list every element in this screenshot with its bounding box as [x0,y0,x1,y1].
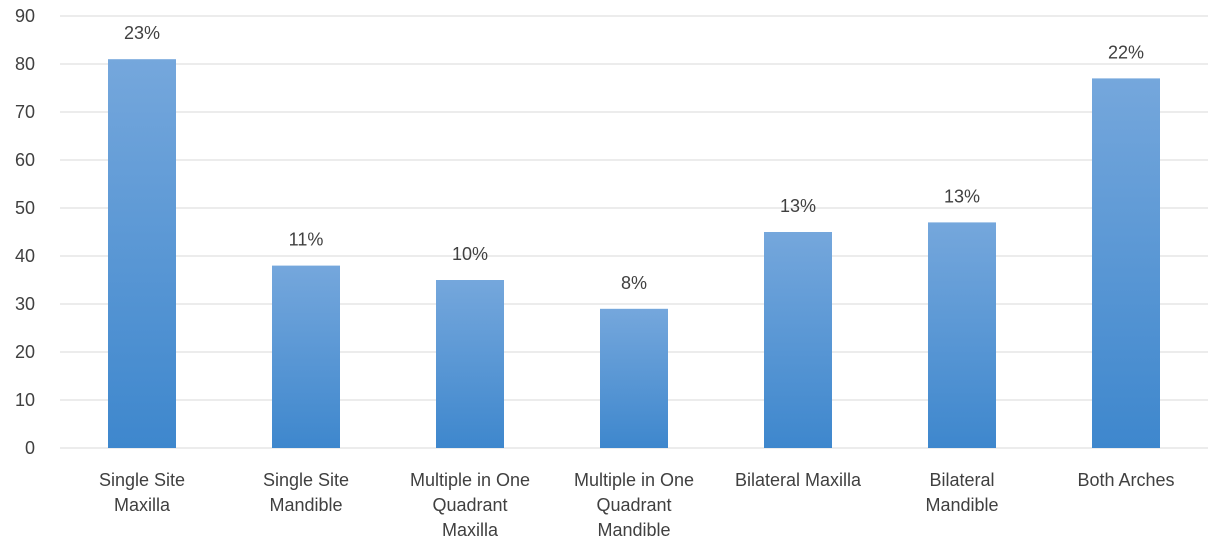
y-tick-label: 60 [15,150,35,170]
category-label: Quadrant [596,495,671,515]
y-tick-label: 0 [25,438,35,458]
bars [108,59,1160,449]
category-label: Mandible [925,495,998,515]
category-label: Mandible [597,520,670,540]
bar [1092,78,1160,449]
bar [600,308,668,448]
category-label: Mandible [269,495,342,515]
data-labels: 23% 11% 10% 8% 13% 13% 22% [124,23,1144,293]
category-label: Maxilla [114,495,171,515]
category-label: Single Site [99,470,185,490]
y-axis-ticks: 0 10 20 30 40 50 60 70 80 90 [15,6,35,458]
bar [272,265,340,448]
category-label: Bilateral Maxilla [735,470,862,490]
bar [764,232,832,448]
bar [436,280,504,448]
category-label: Quadrant [432,495,507,515]
data-label: 23% [124,23,160,43]
category-label: Bilateral [929,470,994,490]
data-label: 11% [289,230,324,250]
data-label: 10% [452,244,488,264]
data-label: 22% [1108,42,1144,62]
bar [108,59,176,448]
y-tick-label: 40 [15,246,35,266]
data-label: 13% [780,196,816,216]
y-tick-label: 80 [15,54,35,74]
data-label: 8% [621,273,647,293]
y-tick-label: 90 [15,6,35,26]
category-label: Multiple in One [574,470,694,490]
data-label: 13% [944,186,980,206]
category-label: Single Site [263,470,349,490]
gridlines [60,15,1208,449]
bar [928,222,996,448]
y-tick-label: 70 [15,102,35,122]
y-tick-label: 50 [15,198,35,218]
category-label: Multiple in One [410,470,530,490]
y-tick-label: 10 [15,390,35,410]
y-tick-label: 20 [15,342,35,362]
category-label: Maxilla [442,520,499,540]
y-tick-label: 30 [15,294,35,314]
category-label: Both Arches [1077,470,1174,490]
category-labels: Single Site Maxilla Single Site Mandible Mul… [99,470,1175,540]
